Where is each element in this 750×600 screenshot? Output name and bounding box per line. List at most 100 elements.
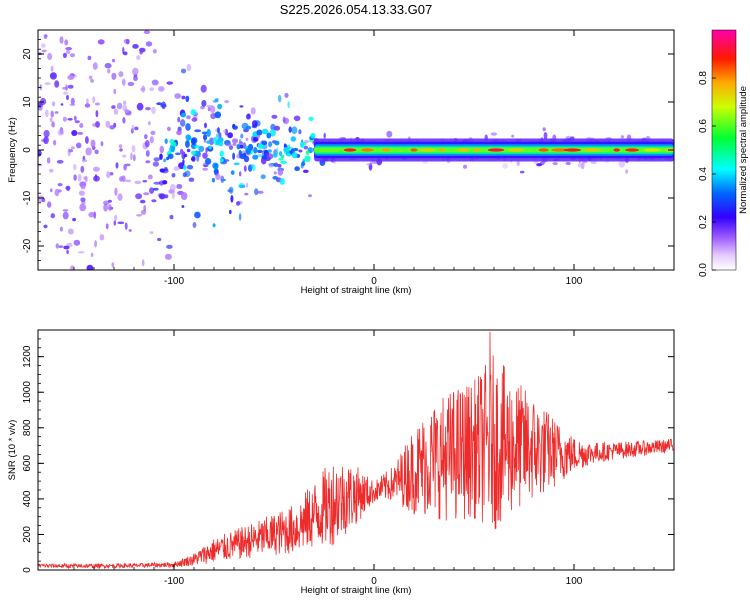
spectrogram-mid-blob	[288, 126, 292, 133]
spectrogram-mid-blob	[230, 170, 235, 176]
spectrogram-band-peak	[361, 148, 374, 152]
spectrogram-noise-blob	[47, 52, 53, 61]
spectrogram-mid-blob	[274, 140, 280, 146]
spectrogram-noise-blob	[185, 140, 190, 148]
spectrogram-noise-blob	[147, 174, 153, 180]
spectrogram-mid-blob	[290, 136, 296, 142]
spectrogram-noise-blob	[174, 93, 182, 99]
spectrogram-noise-blob	[298, 129, 302, 135]
spectrogram-noise-blob	[131, 124, 135, 132]
spectrogram-noise-blob	[142, 180, 148, 183]
snr-series-line	[38, 331, 674, 570]
spectrogram-mid-blob	[218, 141, 224, 147]
spectrogram-noise-blob	[69, 103, 76, 107]
spectrogram-band-peak	[457, 148, 470, 152]
spectrogram-noise-blob	[46, 157, 51, 164]
spectrogram-noise-blob	[90, 79, 94, 83]
spectrogram-noise-blob	[95, 121, 100, 128]
spectrogram-mid-blob	[166, 156, 170, 161]
spectrogram-noise-blob	[107, 68, 111, 74]
spectrogram-noise-blob	[202, 167, 209, 171]
spectrogram-noise-blob	[577, 163, 582, 168]
snr-x-tick-label: 100	[566, 576, 583, 587]
spectrogram-noise-blob	[287, 101, 291, 109]
spectrogram-noise-blob	[227, 132, 234, 139]
spectrogram-noise-blob	[490, 132, 498, 136]
spectrogram-noise-blob	[266, 132, 272, 139]
spectrogram-noise-blob	[201, 100, 207, 107]
spectrogram-noise-blob	[130, 152, 133, 161]
spectrogram-noise-blob	[293, 115, 301, 122]
spectrogram-noise-blob	[99, 234, 105, 241]
spectrogram-noise-blob	[228, 186, 234, 194]
spectrogram-noise-blob	[94, 102, 100, 106]
spectrogram-noise-blob	[55, 243, 59, 249]
spectrogram-noise-blob	[54, 188, 60, 197]
spectrogram-noise-blob	[277, 163, 282, 168]
spectrogram-noise-blob	[43, 136, 49, 145]
spectrogram-noise-blob	[238, 141, 244, 145]
colorbar-label: Normalized spectral amplitude	[738, 86, 749, 214]
spectrogram-noise-blob	[239, 171, 242, 177]
spectrogram-noise-blob	[176, 184, 183, 189]
spectrogram-noise-blob	[278, 94, 282, 103]
spectrogram-noise-blob	[51, 121, 55, 128]
spectrogram-x-tick-label: 0	[371, 276, 377, 287]
spectrogram-noise-blob	[69, 53, 76, 58]
spectrogram-mid-blob	[286, 153, 292, 157]
spectrogram-noise-blob	[90, 139, 96, 148]
spectrogram-noise-blob	[294, 166, 300, 172]
spectrogram-mid-blob	[170, 145, 175, 153]
spectrogram-noise-blob	[105, 120, 111, 128]
spectrogram-noise-blob	[215, 133, 220, 138]
spectrogram-noise-blob	[175, 152, 181, 156]
snr-y-tick-label: 1200	[22, 345, 33, 368]
spectrogram-noise-blob	[185, 123, 191, 131]
spectrogram-noise-blob	[49, 72, 57, 80]
spectrogram-noise-blob	[134, 180, 142, 185]
spectrogram-noise-blob	[63, 91, 68, 95]
spectrogram-noise-blob	[109, 125, 115, 130]
spectrogram-noise-blob	[278, 157, 284, 161]
spectrogram-noise-blob	[41, 43, 46, 48]
spectrogram-noise-blob	[127, 81, 135, 87]
spectrogram-noise-blob	[181, 205, 185, 208]
spectrogram-y-tick-label: 10	[22, 96, 33, 108]
spectrogram-noise-blob	[87, 55, 92, 61]
spectrogram-mid-blob	[164, 138, 168, 144]
spectrogram-noise-blob	[282, 116, 286, 123]
spectrogram-noise-blob	[260, 174, 266, 180]
spectrogram-noise-blob	[160, 103, 167, 108]
spectrogram-band-peak	[508, 148, 524, 152]
colorbar-ticks: 0.0 0.2 0.4 0.6 0.8	[698, 71, 716, 277]
spectrogram-noise-blob	[86, 98, 89, 105]
spectrogram-noise-blob	[269, 129, 276, 137]
spectrogram-noise-blob	[273, 171, 277, 175]
spectrogram-noise-blob	[152, 49, 157, 54]
spectrogram-noise-blob	[159, 153, 163, 160]
spectrogram-noise-blob	[43, 224, 48, 229]
spectrogram-noise-blob	[273, 125, 281, 131]
spectrogram-noise-blob	[114, 214, 118, 221]
spectrogram-noise-blob	[228, 145, 234, 151]
spectrogram-noise-blob	[112, 73, 115, 77]
spectrogram-band-peak	[343, 148, 357, 152]
spectrogram-noise-blob	[41, 49, 47, 53]
spectrogram-noise-blob	[266, 153, 274, 160]
spectrogram-noise-blob	[139, 199, 146, 204]
spectrogram-band-peak	[538, 148, 549, 152]
spectrogram-noise-blob	[212, 100, 219, 103]
spectrogram-noise-blob	[164, 253, 172, 260]
spectrogram-noise-blob	[47, 201, 52, 208]
spectrogram-noise-blob	[53, 139, 57, 146]
spectrogram-noise-blob	[280, 154, 285, 159]
spectrogram-noise-blob	[144, 134, 148, 140]
spectrogram-noise-blob	[257, 154, 263, 157]
spectrogram-noise-blob	[126, 38, 130, 45]
spectrogram-noise-blob	[67, 118, 73, 121]
spectrogram-noise-blob	[143, 30, 151, 34]
spectrogram-noise-blob	[123, 100, 127, 106]
spectrogram-band-peak	[563, 148, 582, 152]
